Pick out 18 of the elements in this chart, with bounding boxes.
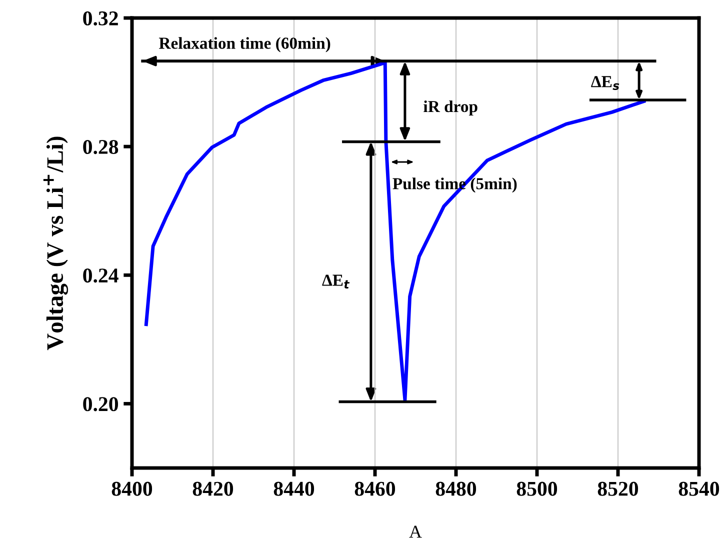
x-axis-title: A: [409, 526, 422, 538]
annotation: ΔE$_{t}$: [322, 274, 350, 288]
y-tick-label: 0.24: [83, 268, 118, 283]
annotation: iR drop: [424, 100, 478, 116]
annotation: ΔE$_{s}$: [591, 76, 620, 90]
x-tick-label: 8520: [598, 482, 638, 496]
y-axis-title: Voltage (V vs Li$^{+}$/Li): [43, 136, 68, 350]
x-tick-label: 8440: [274, 482, 314, 496]
x-tick-label: 8500: [516, 482, 558, 496]
x-tick-label: 8540: [678, 482, 720, 496]
annotation: Relaxation time (60min): [158, 37, 330, 52]
y-tick-label: 0.20: [83, 397, 118, 412]
x-tick-label: 8420: [192, 482, 234, 496]
y-tick-label: 0.28: [83, 140, 118, 154]
x-tick-label: 8400: [112, 482, 152, 496]
x-tick-label: 8460: [354, 482, 396, 496]
x-tick-label: 8480: [436, 482, 476, 496]
y-tick-label: 0.32: [83, 11, 118, 26]
